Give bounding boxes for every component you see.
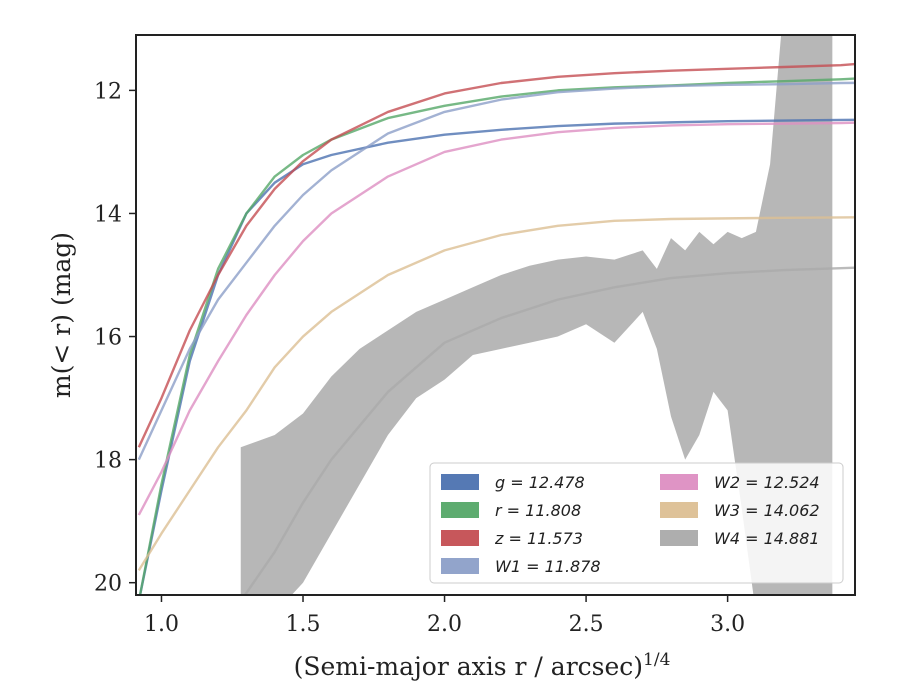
y-tick-label: 18 (94, 449, 122, 474)
g-legend-swatch (441, 474, 479, 490)
w2-legend-label: W2 = 12.524 (714, 473, 820, 492)
y-axis-ticks: 12 14 16 18 20 (94, 79, 136, 597)
x-tick-label: 1.5 (286, 612, 321, 637)
z-series-line (137, 62, 855, 448)
w4-legend-label: W4 = 14.881 (714, 529, 820, 548)
series-line-layer (137, 62, 855, 595)
y-axis-label: m(< r) (mag) (47, 232, 76, 398)
g-series-line (138, 118, 855, 595)
legend-entries: g = 12.478 r = 11.808 z = 11.573 W1 = 11.87… (441, 473, 820, 576)
w1-series-line (137, 81, 855, 461)
y-tick-label: 20 (94, 572, 122, 597)
w3-legend-swatch (660, 502, 698, 518)
w4-uncertainty-band-layer (240, 35, 833, 595)
r-legend-swatch (441, 502, 479, 518)
legend: g = 12.478 r = 11.808 z = 11.573 W1 = 11.87… (429, 462, 844, 584)
x-tick-label: 2.5 (569, 612, 604, 637)
plot-frame (135, 34, 856, 596)
w3-legend-label: W3 = 14.062 (714, 501, 820, 520)
w4-band (240, 35, 833, 595)
x-tick-label: 3.0 (710, 612, 745, 637)
w1-legend-swatch (441, 558, 479, 574)
w4-series-line (243, 266, 855, 595)
x-axis-label-exponent: 1/4 (643, 650, 670, 670)
w2-series-line (137, 121, 855, 516)
x-tick-label: 2.0 (427, 612, 462, 637)
z-legend-label: z = 11.573 (494, 529, 583, 548)
x-axis-label-main: (Semi-major axis r / arcsec) (294, 652, 643, 681)
x-tick-label: 1.0 (144, 612, 179, 637)
w2-legend-swatch (660, 474, 698, 490)
w3-series-line (137, 216, 855, 572)
r-legend-label: r = 11.808 (495, 501, 581, 520)
legend-box (429, 462, 844, 584)
w1-legend-label: W1 = 11.878 (495, 557, 601, 576)
x-axis-label: (Semi-major axis r / arcsec)1/4 (294, 650, 671, 681)
y-tick-label: 14 (94, 202, 122, 227)
w4-legend-swatch (660, 530, 698, 546)
z-legend-swatch (441, 530, 479, 546)
g-legend-label: g = 12.478 (495, 473, 585, 492)
y-tick-label: 16 (94, 326, 122, 351)
y-tick-label: 12 (94, 79, 122, 104)
x-axis-ticks: 1.0 1.5 2.0 2.5 3.0 (144, 595, 745, 637)
